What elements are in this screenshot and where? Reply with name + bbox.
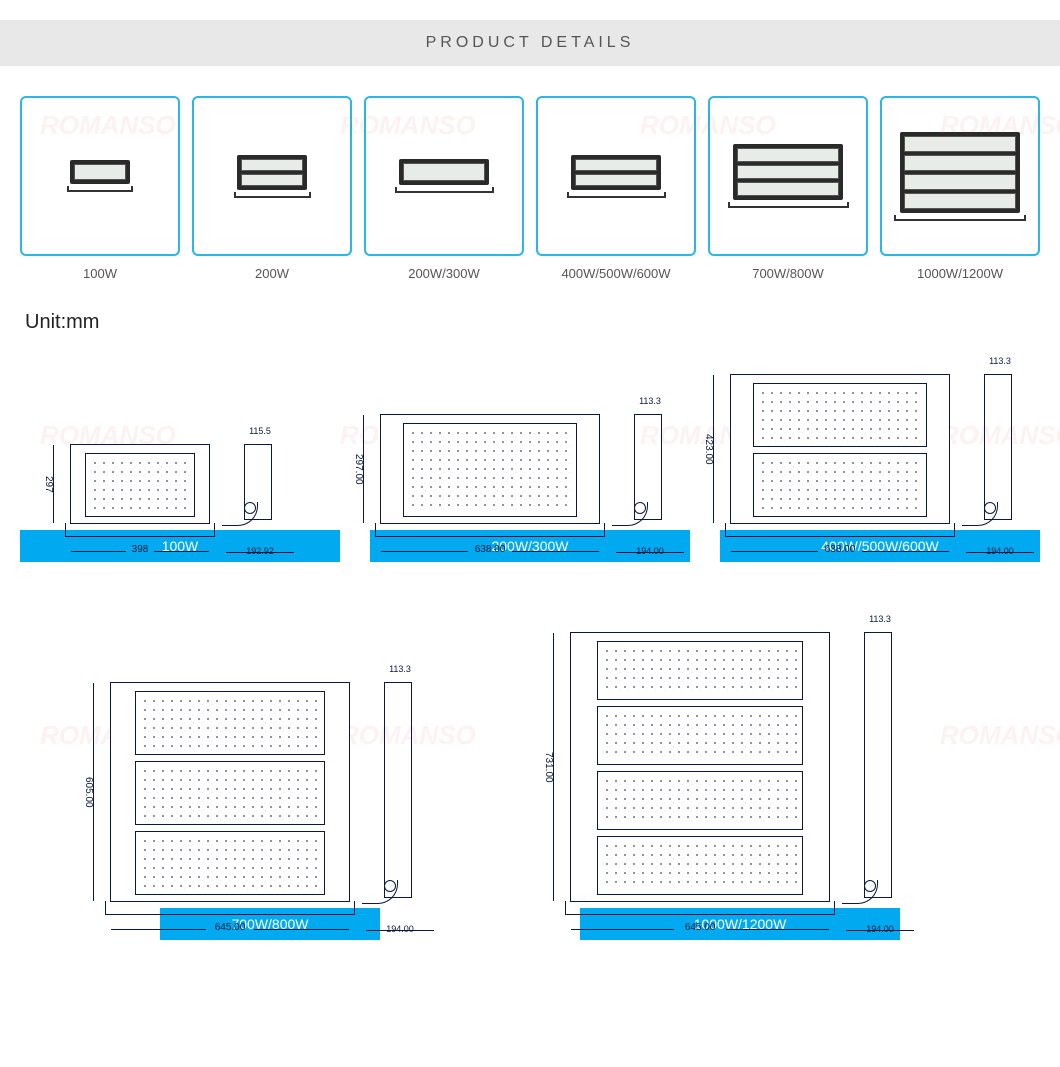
side-view-drawing: 113.3194.00: [850, 632, 910, 902]
tech-drawing-item: 645.00605.00113.3194.00700W/800W: [100, 602, 440, 940]
front-view-drawing: 645.00605.00: [110, 682, 350, 902]
product-thumbnail[interactable]: 700W/800W: [708, 96, 868, 281]
front-view-drawing: 638.00297.00: [380, 414, 600, 524]
dimension-width: 638.00: [381, 544, 599, 555]
dimension-top: 113.3: [620, 396, 680, 406]
dimension-height: 297.00: [353, 415, 364, 523]
thumbnail-box: [536, 96, 696, 256]
front-view-drawing: 645.00731.00: [570, 632, 830, 902]
thumbnail-box: [20, 96, 180, 256]
product-thumbnail[interactable]: 100W: [20, 96, 180, 281]
thumbnail-box: [364, 96, 524, 256]
dimension-depth: 194.00: [846, 924, 914, 934]
front-view-drawing: 638.00423.00: [730, 374, 950, 524]
thumbnail-label: 400W/500W/600W: [536, 266, 696, 281]
dimension-top: 113.3: [850, 614, 910, 624]
thumbnail-label: 100W: [20, 266, 180, 281]
front-view-drawing: 398297: [70, 444, 210, 524]
floodlight-icon: [733, 144, 843, 208]
thumbnail-box: [192, 96, 352, 256]
tech-drawing-item: 398297115.5192.92100W: [20, 344, 340, 562]
side-view-drawing: 115.5192.92: [230, 444, 290, 524]
unit-label: Unit:mm: [0, 311, 1060, 334]
dimension-width: 645.00: [111, 922, 349, 933]
dimension-height: 423.00: [703, 375, 714, 523]
dimension-top: 115.5: [230, 426, 290, 436]
product-thumbnail-row: 100W 200W 200W/300W 400W/500W/600W 700W/800W…: [0, 96, 1060, 281]
diagram-area: 645.00605.00 113.3194.00: [100, 602, 440, 902]
dimension-top: 113.3: [970, 356, 1030, 366]
side-view-drawing: 113.3194.00: [370, 682, 430, 902]
tech-drawing-row-2: 645.00605.00113.3194.00700W/800W645.0073…: [20, 602, 1040, 940]
tech-drawing-row-1: 398297115.5192.92100W638.00297.00113.319…: [20, 344, 1040, 562]
product-thumbnail[interactable]: 400W/500W/600W: [536, 96, 696, 281]
tech-drawing-item: 638.00297.00113.3194.00200W/300W: [370, 344, 690, 562]
side-view-drawing: 113.3194.00: [970, 374, 1030, 524]
side-view-drawing: 113.3194.00: [620, 414, 680, 524]
floodlight-icon: [237, 155, 307, 198]
section-header: PRODUCT DETAILS: [0, 20, 1060, 66]
dimension-height: 605.00: [83, 683, 94, 901]
dimension-depth: 194.00: [366, 924, 434, 934]
floodlight-icon: [399, 159, 489, 193]
dimension-depth: 194.00: [616, 546, 684, 556]
floodlight-icon: [70, 160, 130, 192]
dimension-width: 645.00: [571, 922, 829, 933]
product-thumbnail[interactable]: 200W: [192, 96, 352, 281]
dimension-top: 113.3: [370, 664, 430, 674]
dimension-depth: 192.92: [226, 546, 294, 556]
thumbnail-box: [708, 96, 868, 256]
tech-drawing-item: 645.00731.00113.3194.001000W/1200W: [520, 602, 960, 940]
floodlight-icon: [900, 132, 1020, 221]
dimension-height: 731.00: [543, 633, 554, 901]
dimension-width: 398: [71, 544, 209, 555]
dimension-height: 297: [43, 445, 54, 523]
diagram-area: 398297 115.5192.92: [20, 344, 340, 524]
dimension-width: 638.00: [731, 544, 949, 555]
diagram-area: 645.00731.00 113.3194.00: [520, 602, 960, 902]
diagram-area: 638.00297.00 113.3194.00: [370, 344, 690, 524]
dimension-depth: 194.00: [966, 546, 1034, 556]
product-thumbnail[interactable]: 1000W/1200W: [880, 96, 1040, 281]
floodlight-icon: [571, 155, 661, 198]
thumbnail-label: 200W: [192, 266, 352, 281]
thumbnail-label: 200W/300W: [364, 266, 524, 281]
thumbnail-label: 700W/800W: [708, 266, 868, 281]
tech-drawing-item: 638.00423.00113.3194.00400W/500W/600W: [720, 344, 1040, 562]
thumbnail-label: 1000W/1200W: [880, 266, 1040, 281]
thumbnail-box: [880, 96, 1040, 256]
diagram-area: 638.00423.00 113.3194.00: [720, 344, 1040, 524]
product-thumbnail[interactable]: 200W/300W: [364, 96, 524, 281]
